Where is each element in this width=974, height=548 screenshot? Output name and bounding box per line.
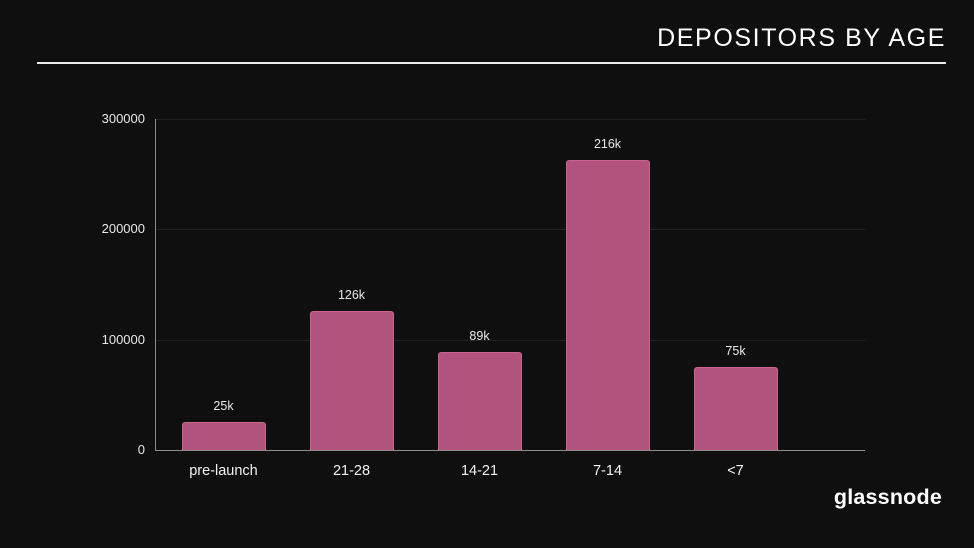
y-tick-label: 200000 bbox=[101, 221, 145, 237]
divider-line bbox=[37, 62, 946, 64]
x-tick-label: 7-14 bbox=[592, 463, 623, 479]
x-tick-label: pre-launch bbox=[189, 463, 258, 479]
gridline bbox=[155, 339, 865, 341]
bar-7-14 bbox=[565, 159, 650, 450]
bar-value-label: 126k bbox=[337, 287, 366, 302]
bar-<7 bbox=[693, 367, 778, 450]
bar-value-label: 89k bbox=[469, 328, 490, 343]
y-tick-label: 300000 bbox=[101, 111, 145, 126]
chart-title: DEPOSITORS BY AGE bbox=[657, 24, 946, 52]
bar-value-label: 216k bbox=[593, 136, 622, 151]
gridline bbox=[155, 119, 865, 120]
bar-14-21 bbox=[437, 351, 522, 450]
x-tick-label: <7 bbox=[727, 463, 744, 479]
x-axis-line bbox=[155, 450, 865, 451]
y-tick-label: 0 bbox=[137, 442, 145, 457]
y-tick-label: 100000 bbox=[101, 331, 145, 347]
bar-value-label: 75k bbox=[725, 344, 746, 359]
x-tick-label: 21-28 bbox=[332, 463, 371, 479]
gridline bbox=[155, 229, 865, 231]
x-tick-label: 14-21 bbox=[460, 463, 499, 479]
y-axis-line bbox=[155, 119, 156, 450]
glassnode-logo: glassnode bbox=[833, 485, 942, 509]
bar-21-28 bbox=[309, 310, 394, 450]
bar-pre-launch bbox=[181, 422, 266, 450]
bar-value-label: 25k bbox=[213, 399, 234, 414]
